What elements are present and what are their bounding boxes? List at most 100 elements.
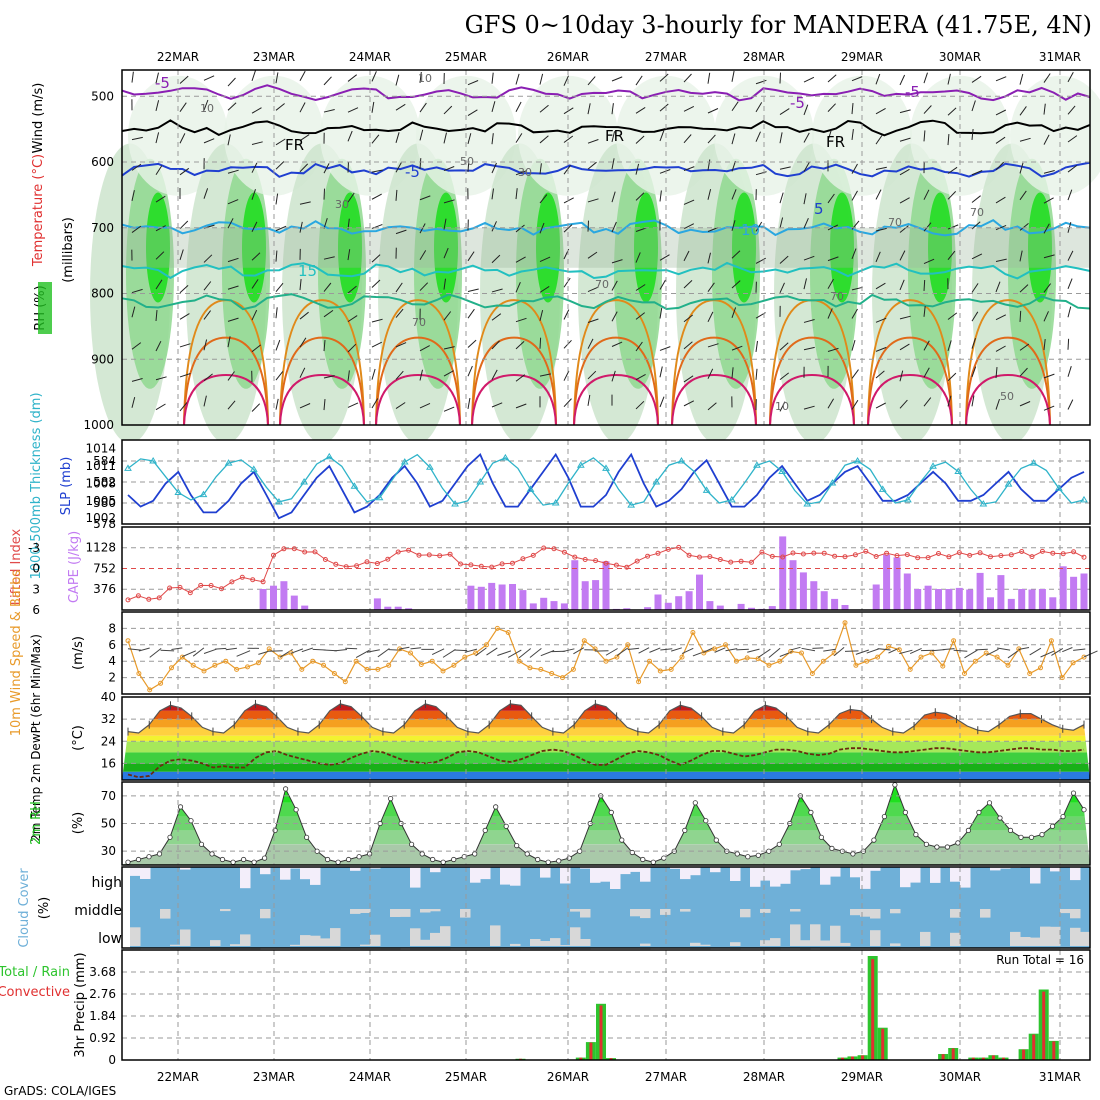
wind-barb <box>179 285 189 294</box>
wind-barb <box>635 75 643 86</box>
thickness-marker <box>1080 495 1088 503</box>
lifted-marker <box>354 563 360 569</box>
wind-barb <box>299 221 303 233</box>
lifted-marker <box>811 550 817 556</box>
rh-contour-label: 10 <box>418 72 432 85</box>
lifted-marker <box>468 562 474 568</box>
rh-color-key <box>38 282 52 334</box>
wind-barb <box>731 220 736 231</box>
wind-marker <box>516 658 522 664</box>
cape-bar <box>841 605 849 610</box>
mid-cloud-gap <box>1070 909 1081 919</box>
rh-marker <box>209 851 215 857</box>
wind-barb <box>562 648 575 653</box>
wind-barb <box>823 648 836 652</box>
wind-barb <box>539 73 544 85</box>
lifted-marker <box>510 560 515 566</box>
wind-barb <box>779 372 790 381</box>
wind-barb <box>203 281 212 291</box>
mid-cloud-gap <box>790 909 801 912</box>
wind-panel: 8 6 4 2 10m Wind Speed & Barbs (m/s) <box>9 570 1098 736</box>
wind-barb <box>923 279 926 291</box>
wind-barb <box>491 369 498 380</box>
wind-marker <box>549 671 555 676</box>
wind-barb <box>851 399 859 410</box>
wind-barb <box>1073 648 1086 651</box>
wind-barb <box>203 99 209 111</box>
rh-marker <box>682 827 688 834</box>
wind-marker <box>321 662 326 668</box>
lifted-marker <box>302 549 308 555</box>
wind-barb <box>875 370 885 379</box>
rh-marker <box>923 841 930 847</box>
wind-barb <box>131 288 143 294</box>
rh-marker <box>156 851 163 857</box>
wind-barb <box>1019 367 1028 377</box>
wind-barb <box>371 193 382 200</box>
wind-barb <box>371 71 377 82</box>
wind-barb <box>995 109 1007 116</box>
wind-barb <box>755 102 763 113</box>
wind-barb <box>779 650 794 657</box>
wind-barb <box>443 406 455 412</box>
lifted-marker <box>582 557 588 562</box>
wind-barb <box>659 103 669 112</box>
wind-barb <box>419 71 422 83</box>
wind-barb <box>1043 103 1046 115</box>
mid-cloud-gap <box>460 909 471 918</box>
lifted-marker <box>499 561 505 567</box>
wind-barb <box>323 163 330 174</box>
high-cloud-gap <box>860 867 871 889</box>
lifted-marker <box>894 553 900 559</box>
wind-barb <box>866 648 879 654</box>
wind-barb <box>755 171 767 176</box>
low-cloud-gap <box>1040 926 1051 951</box>
wind-barb <box>486 647 498 656</box>
wind-barb <box>947 191 957 200</box>
high-cloud-gap <box>730 867 741 881</box>
high-cloud-gap <box>710 867 721 873</box>
wind-barb <box>467 133 472 145</box>
wind-barb <box>995 398 1000 410</box>
wind-barb <box>587 198 599 203</box>
high-cloud-gap <box>540 867 551 878</box>
cape-bar <box>644 607 652 610</box>
rh-marker <box>934 844 940 850</box>
wind-barb <box>1062 647 1073 653</box>
thickness-axis-label: 1000-500mb Thickness (dm) <box>29 392 44 579</box>
wind-barb <box>227 400 236 410</box>
wind-barb <box>671 647 682 652</box>
rh-marker <box>640 856 646 863</box>
lifted-marker <box>1081 554 1087 560</box>
lifted-marker <box>572 554 578 560</box>
rh-marker <box>135 856 142 863</box>
wind-barb <box>251 189 256 200</box>
rh-unit-label: (%) <box>71 812 86 835</box>
isotherm-dome <box>471 299 557 426</box>
wind-barb <box>707 252 711 264</box>
wind-marker <box>864 658 870 664</box>
wind-barb <box>131 342 142 350</box>
rh-marker <box>335 859 341 865</box>
wind-barb <box>635 106 646 114</box>
wind-marker <box>560 675 565 681</box>
wind-marker <box>212 662 218 668</box>
wind-barb <box>299 279 302 291</box>
isotherm-label: 5 <box>814 200 824 218</box>
wind-barb <box>419 195 431 201</box>
mid-cloud-gap <box>350 909 361 914</box>
wind-barb <box>851 129 854 141</box>
wind-marker <box>353 658 359 664</box>
wind-barb <box>768 647 781 658</box>
thickness-marker <box>199 490 208 498</box>
wind-barb <box>683 250 690 262</box>
high-cloud-gap <box>590 867 601 883</box>
pressure-tick: 900 <box>91 352 114 366</box>
pressure-axis-label: (millibars) <box>61 217 76 283</box>
lifted-marker <box>717 557 723 562</box>
wind-marker <box>799 650 804 656</box>
rh-marker <box>944 844 951 850</box>
mid-cloud-gap <box>950 909 961 918</box>
high-cloud-gap <box>610 867 621 889</box>
wind-barb <box>539 135 549 144</box>
